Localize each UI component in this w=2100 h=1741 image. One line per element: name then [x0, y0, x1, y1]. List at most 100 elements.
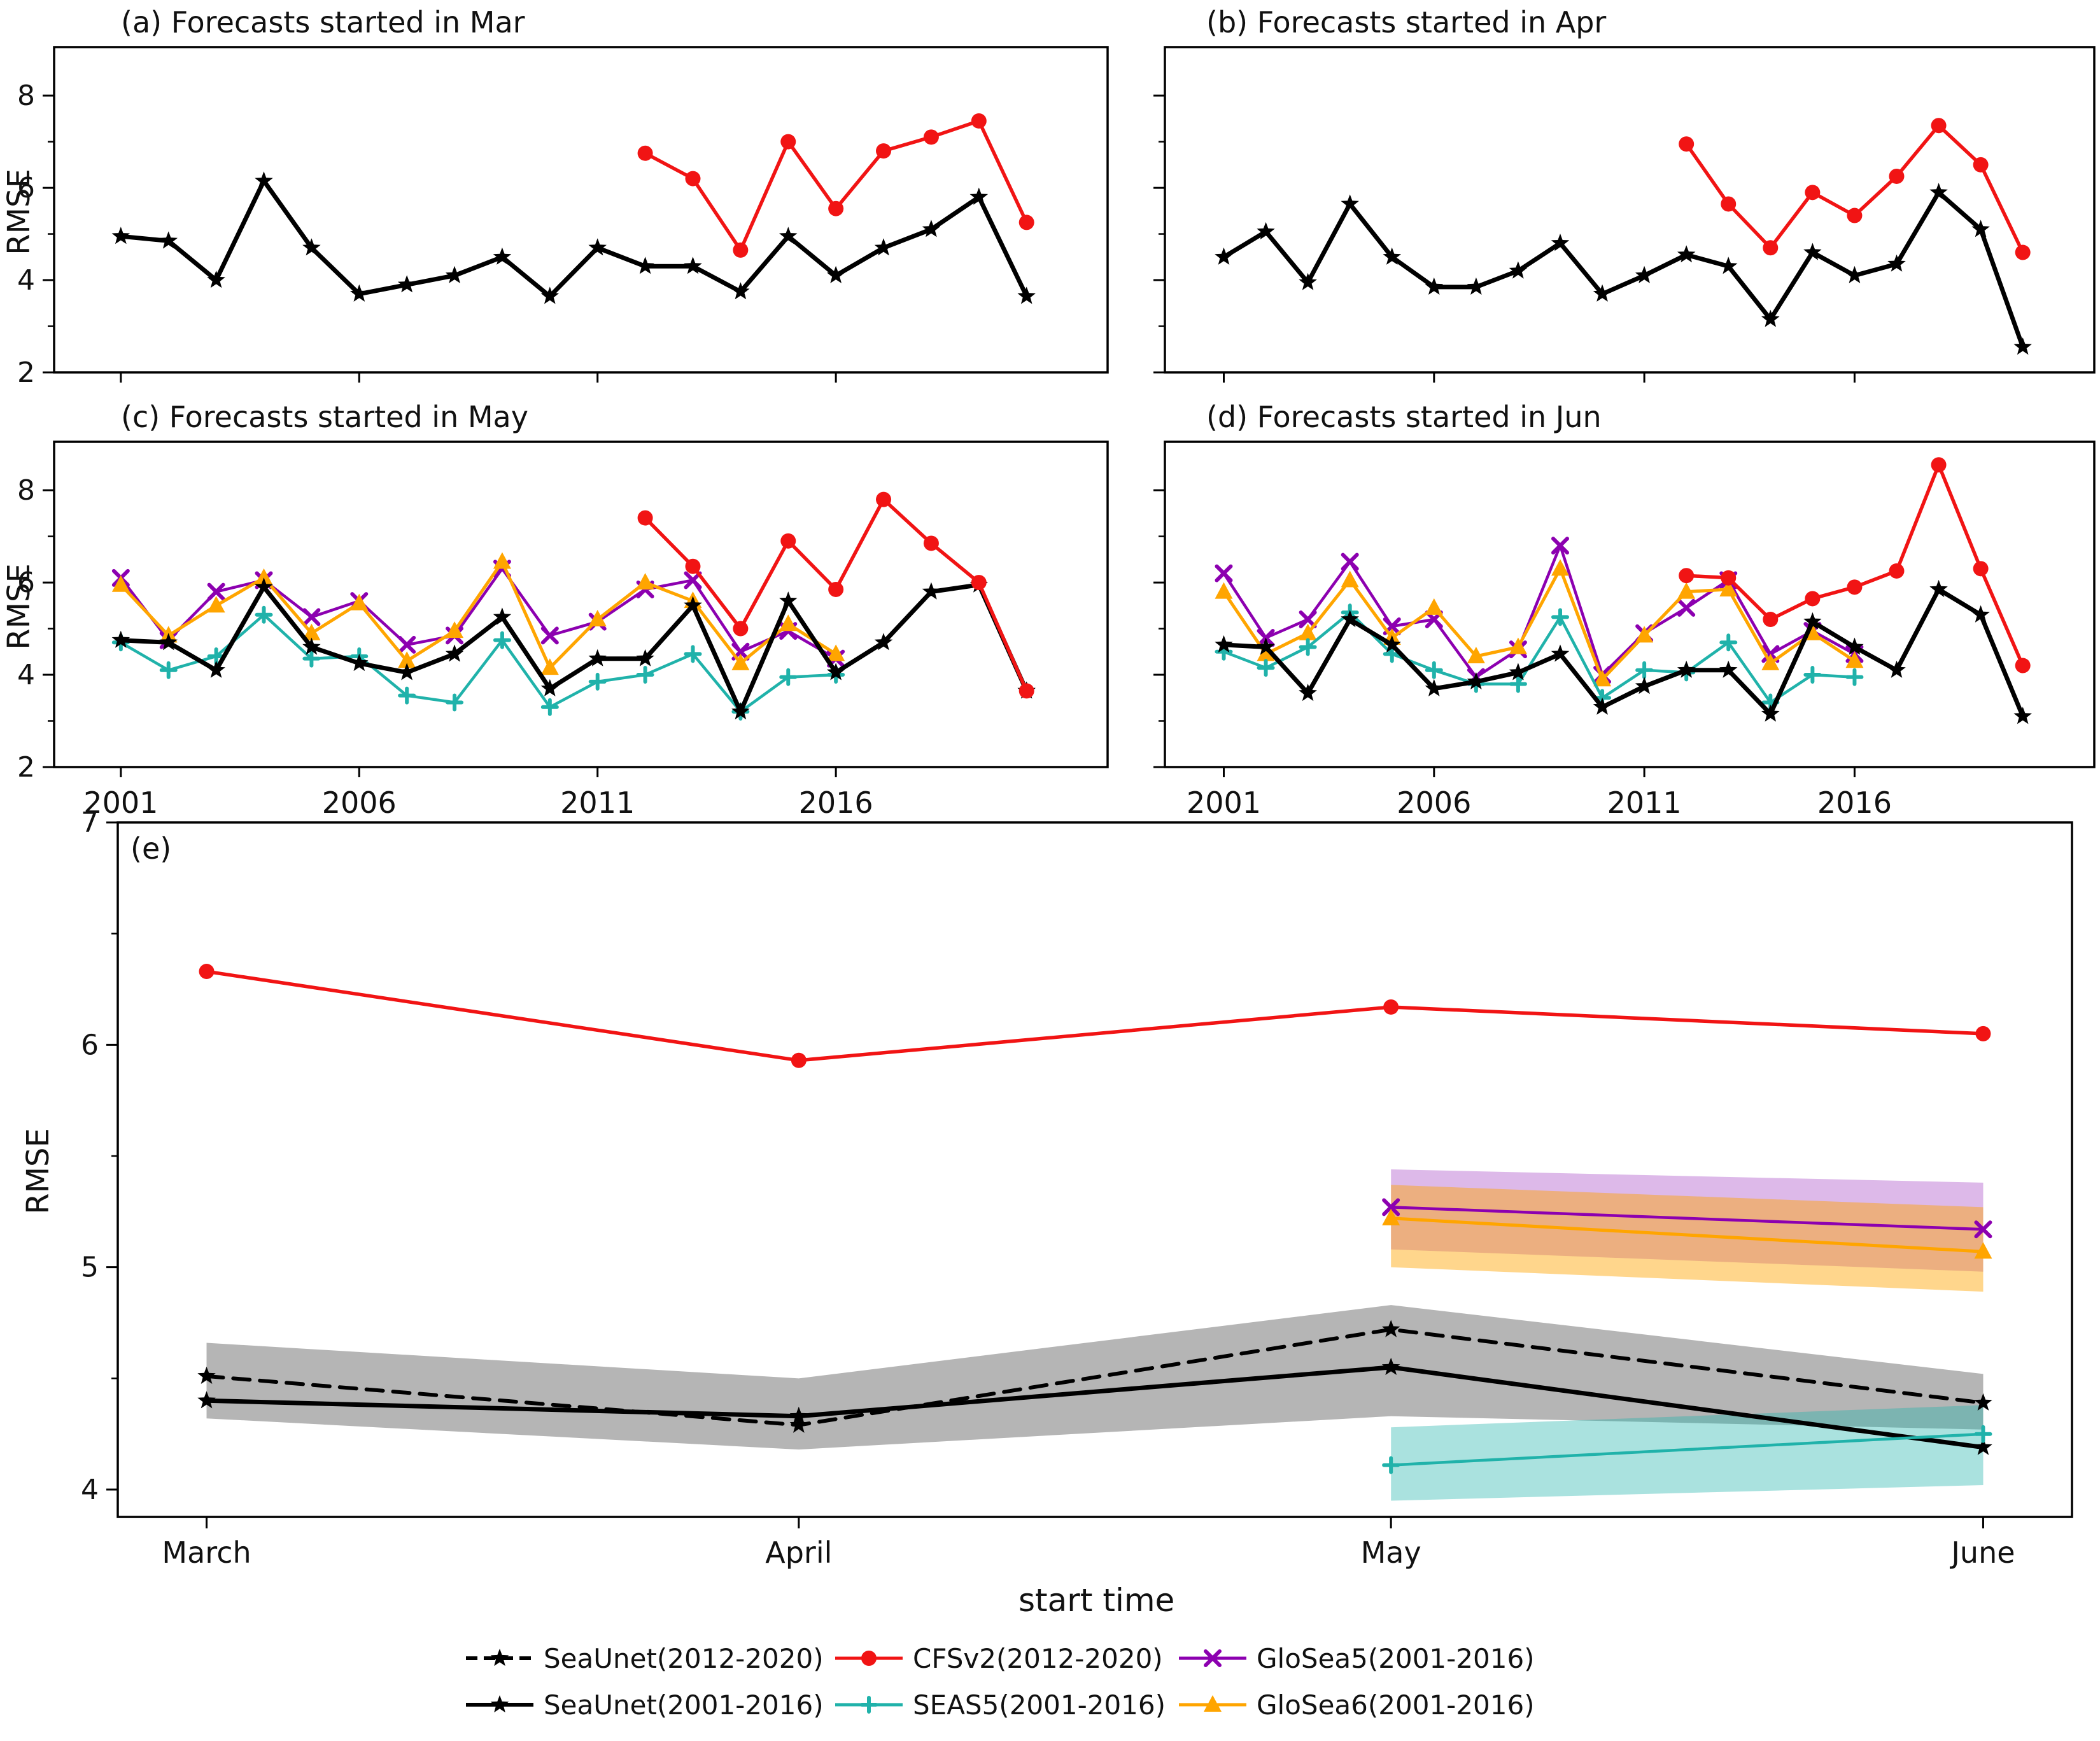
series-line-CFSv2 [1684, 463, 2025, 668]
marker-star [1257, 222, 1275, 240]
marker-star [922, 582, 941, 600]
marker-star [540, 679, 560, 696]
marker-circle [637, 510, 653, 526]
marker-plus [1974, 1425, 1992, 1443]
marker-triangle [255, 568, 273, 585]
marker-plus [302, 649, 321, 668]
marker-star [302, 238, 321, 256]
marker-star [636, 649, 654, 666]
marker-star [302, 637, 321, 655]
legend-item-GloSea5-2001-2016-: GloSea5(2001-2016) [1178, 1639, 1535, 1677]
marker-triangle [1719, 579, 1738, 596]
marker-star [1929, 183, 1948, 201]
marker-star [826, 265, 845, 283]
marker-plus [588, 672, 607, 691]
marker-star [1341, 610, 1359, 628]
marker-circle [199, 964, 215, 980]
marker-star [1383, 247, 1401, 265]
marker-star [1719, 257, 1738, 274]
marker-plus [540, 698, 559, 716]
y-axis-label-e: RMSE [20, 1128, 56, 1215]
marker-triangle [540, 658, 559, 675]
marker-star [1887, 254, 1906, 272]
marker-x [1215, 564, 1233, 582]
marker-circle [1805, 591, 1821, 607]
marker-star [684, 596, 702, 614]
marker-x [398, 635, 416, 654]
marker-star [1467, 277, 1486, 295]
x-axis-label-e: start time [1018, 1582, 1175, 1619]
marker-star [1381, 1357, 1400, 1375]
marker-star [1467, 672, 1486, 689]
marker-triangle [1974, 1242, 1992, 1259]
x-tick-label-month: April [765, 1535, 832, 1570]
marker-star [1551, 234, 1570, 251]
marker-circle [1018, 683, 1034, 699]
legend-item-SEAS5-2001-2016-: SEAS5(2001-2016) [834, 1686, 1166, 1724]
y-tick-label: 6 [17, 172, 35, 204]
legend-swatch-purple-line [1179, 1649, 1246, 1667]
series-line-CFSv2-2012-2020- [204, 969, 1985, 1062]
marker-star [789, 1415, 808, 1433]
marker-triangle [111, 575, 130, 592]
series-line-SEAS5-2001-2016- [1389, 1432, 1985, 1467]
marker-triangle [636, 573, 654, 590]
y-axis-label-c: RMSE [1, 563, 37, 650]
y-axis-label-a: RMSE [1, 169, 37, 255]
marker-star [540, 286, 560, 304]
marker-triangle [302, 623, 321, 640]
marker-star [731, 702, 750, 720]
y-tick-label: 4 [81, 1474, 99, 1506]
panel-a-frame [53, 46, 1109, 374]
marker-star [789, 1406, 808, 1424]
legend-swatch-black-line [466, 1649, 533, 1667]
marker-triangle [350, 593, 369, 610]
marker-plus [1803, 666, 1822, 684]
marker-circle [733, 621, 749, 637]
marker-star [207, 660, 225, 678]
marker-triangle [1593, 670, 1612, 687]
marker-circle [2015, 658, 2031, 673]
marker-x [1551, 537, 1569, 555]
marker-star [1215, 247, 1233, 265]
marker-star [1341, 194, 1359, 212]
panel-b-frame [1164, 46, 2096, 374]
marker-triangle [1425, 598, 1443, 615]
series-line-SeaUnet-2012-2020- [204, 1327, 1985, 1427]
marker-x [1204, 1649, 1222, 1667]
panel-c-title: (c) Forecasts started in May [121, 400, 528, 434]
marker-star [1215, 635, 1233, 653]
marker-star [397, 275, 416, 293]
marker-circle [685, 558, 701, 574]
series-line-SEAS5 [1222, 610, 1856, 704]
y-tick-label: 4 [17, 659, 35, 691]
marker-circle [780, 533, 796, 549]
marker-star [874, 238, 893, 256]
x-tick-label-year: 2006 [322, 786, 397, 820]
marker-circle [1931, 118, 1947, 134]
legend-label: GloSea5(2001-2016) [1257, 1642, 1535, 1674]
y-tick-label: 8 [17, 80, 35, 112]
marker-star [588, 649, 607, 666]
marker-triangle [207, 596, 225, 613]
marker-star [1017, 286, 1036, 304]
marker-triangle [1467, 647, 1485, 664]
marker-plus [446, 693, 464, 712]
marker-star [969, 187, 989, 205]
legend-swatch-orange-line [1179, 1695, 1246, 1712]
marker-star [1509, 663, 1528, 680]
marker-circle [780, 134, 796, 150]
series-line-CFSv2 [643, 119, 1029, 252]
panel-a-title: (a) Forecasts started in Mar [121, 5, 525, 39]
marker-star [493, 247, 512, 265]
marker-circle [1975, 1026, 1991, 1041]
legend-item-CFSv2-2012-2020-: CFSv2(2012-2020) [834, 1639, 1163, 1677]
marker-star [1299, 684, 1317, 701]
marker-plus [1257, 659, 1275, 677]
band-GloSea5-2001-2016- [1391, 1169, 1984, 1272]
marker-circle [971, 575, 987, 591]
marker-triangle [1299, 623, 1317, 640]
marker-triangle [731, 653, 750, 670]
series-line-SEAS5 [119, 613, 838, 714]
marker-star [1299, 272, 1317, 290]
